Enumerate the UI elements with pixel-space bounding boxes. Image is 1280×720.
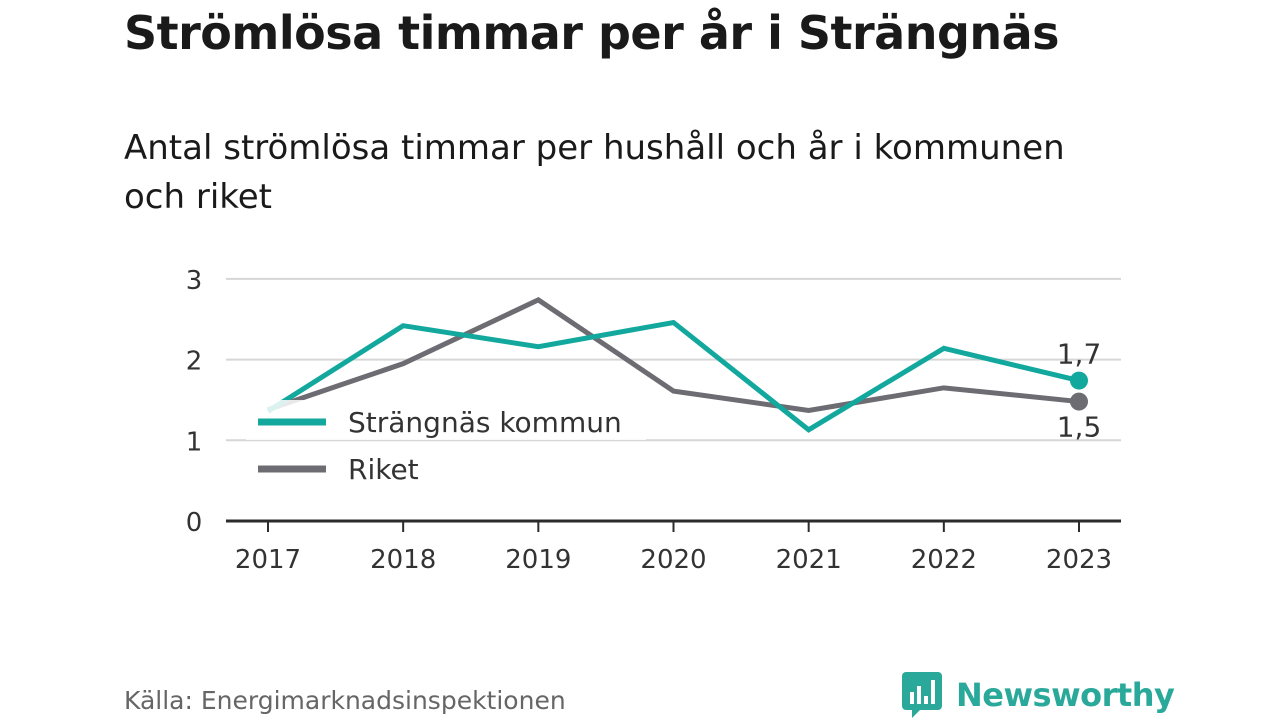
series-end-point	[1070, 392, 1088, 411]
newsworthy-logo: Newsworthy	[902, 672, 1175, 718]
x-tick-label: 2023	[1046, 545, 1112, 575]
legend-label: Strängnäs kommun	[348, 406, 622, 439]
y-tick-label: 3	[186, 266, 203, 296]
series-line	[266, 319, 1080, 433]
newsworthy-logo-icon	[902, 672, 942, 718]
end-labels: 1,7 1,5	[1057, 338, 1102, 444]
source-note: Källa: Energimarknadsinspektionen	[124, 686, 566, 715]
end-label-riket: 1,5	[1057, 411, 1102, 444]
y-tick-label: 2	[186, 347, 203, 377]
x-tick-label: 2018	[370, 545, 436, 575]
series-lines	[266, 297, 1088, 433]
x-tick-label: 2021	[776, 545, 842, 575]
newsworthy-wordmark: Newsworthy	[956, 676, 1175, 714]
x-axis: 2017 2018 2019 2020 2021 2022 2023	[226, 519, 1121, 575]
legend: Strängnäs kommun Riket	[246, 400, 646, 490]
chart-subtitle: Antal strömlösa timmar per hushåll och å…	[124, 128, 1065, 217]
series-line	[267, 297, 1080, 413]
chart-title: Strömlösa timmar per år i Strängnäs	[124, 6, 1060, 60]
x-tick-label: 2019	[505, 545, 571, 575]
x-tick-label: 2017	[235, 545, 301, 575]
y-tick-label: 1	[186, 427, 203, 457]
y-tick-label: 0	[186, 508, 203, 538]
y-axis-ticks: 0 1 2 3	[186, 266, 203, 538]
end-label-strangnas: 1,7	[1057, 338, 1102, 371]
series-end-point	[1070, 371, 1088, 390]
x-tick-label: 2020	[640, 545, 706, 575]
legend-label: Riket	[348, 453, 419, 486]
x-tick-label: 2022	[911, 545, 977, 575]
gridlines	[226, 277, 1121, 442]
